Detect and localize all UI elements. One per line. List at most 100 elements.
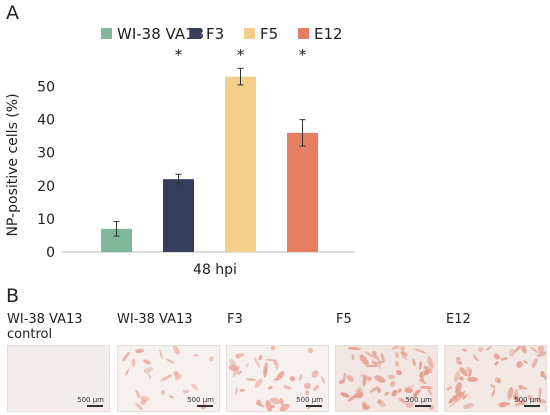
cell-speck [462,402,475,410]
significance-marker: * [299,46,307,64]
legend-label: F5 [260,25,278,43]
cell-speck [171,346,181,356]
caption-f3: F3 [227,312,243,327]
cell-speck [387,374,395,381]
caption-line: WI-38 VA13 [7,312,83,327]
scale-bar [306,405,322,407]
cell-speck [471,353,480,363]
cell-speck [419,385,433,390]
cell-speck [160,389,166,396]
scale-bar-label: 500 µm [187,396,214,404]
cell-speck [499,356,509,362]
micrograph-f3: 500 µm [226,345,329,412]
scale-bar-label: 500 µm [296,396,323,404]
cell-speck [373,373,387,385]
cell-speck [417,378,428,386]
scale-bar [524,405,540,407]
legend-label: E12 [314,25,343,43]
cell-speck [357,386,364,398]
cell-speck [404,388,413,394]
caption-e12: E12 [446,312,471,327]
cell-speck [159,372,173,382]
y-tick-label: 50 [37,80,55,96]
cell-speck [496,378,502,384]
significance-marker: * [237,46,245,64]
y-tick-label: 20 [37,179,55,195]
y-tick-label: 40 [37,113,55,129]
legend-swatch [101,28,112,39]
cell-speck [395,368,403,376]
cell-speck [190,382,200,392]
legend-swatch [190,28,201,39]
panel-b-label: B [6,285,20,307]
legend-swatch [244,28,255,39]
cell-speck [133,389,141,399]
cell-speck [376,387,382,394]
cell-speck [493,360,500,367]
cell-speck [366,375,373,382]
cell-speck [530,356,540,369]
caption-control: WI-38 VA13 control [7,312,83,342]
cell-speck [347,346,361,351]
legend-label: WI-38 VA13 [117,25,204,43]
bar-f5 [225,76,256,252]
cell-speck [418,360,423,370]
cell-speck [168,394,174,399]
cell-speck [209,356,214,363]
cell-speck [270,346,276,351]
cell-speck [306,346,314,354]
scale-bar [87,405,103,407]
cell-speck [411,358,417,368]
cell-speck [145,372,152,381]
micrograph-control: 500 µm [7,345,110,412]
cell-speck [490,383,497,390]
cell-speck [158,348,164,359]
cell-speck [297,373,303,381]
caption-line: WI-38 VA13 [117,312,193,327]
cell-speck [257,353,264,361]
y-tick-label: 0 [46,245,55,261]
cell-speck [484,346,493,351]
caption-line: E12 [446,312,471,327]
cell-speck [391,346,400,350]
cell-speck [507,348,516,358]
cell-speck [274,359,277,365]
cell-speck [267,385,274,391]
cell-speck [389,380,397,388]
cell-speck [245,377,257,381]
chart-bars: * * * [101,46,318,252]
caption-f5: F5 [336,312,352,327]
cell-speck [282,384,293,390]
cell-speck [274,369,286,381]
chart-legend: WI-38 VA13 F3 F5 E12 [101,25,343,43]
cell-speck [345,373,356,384]
bar-wi-38-va13 [101,228,132,252]
cell-speck [288,375,297,383]
cell-speck [165,357,176,365]
panel-a-label: A [6,2,19,24]
cell-speck [123,367,130,377]
scale-bar [197,405,213,407]
cell-speck [142,358,152,366]
cell-speck [182,389,190,395]
significance-marker: * [175,46,183,64]
cell-speck [394,352,400,359]
legend-label: F3 [206,25,224,43]
cell-speck [394,360,400,368]
cell-speck [351,354,355,361]
cell-speck [383,390,390,397]
cell-speck [245,362,249,368]
cell-speck [491,352,501,362]
bar-chart: WI-38 VA13 F3 F5 E12 0 10 20 30 40 50 * * * NP-pos… [5,25,355,278]
cell-speck [521,346,528,355]
bar-f3 [163,179,194,252]
scale-bar-label: 500 µm [77,396,104,404]
scale-bar [415,405,431,407]
cell-speck [130,358,136,367]
micrograph-f5: 500 µm [335,345,438,412]
cell-speck [477,346,485,353]
cell-speck [134,348,144,354]
cell-speck [121,351,132,363]
caption-line: F3 [227,312,243,327]
micrograph-e12: 500 µm [444,345,547,412]
